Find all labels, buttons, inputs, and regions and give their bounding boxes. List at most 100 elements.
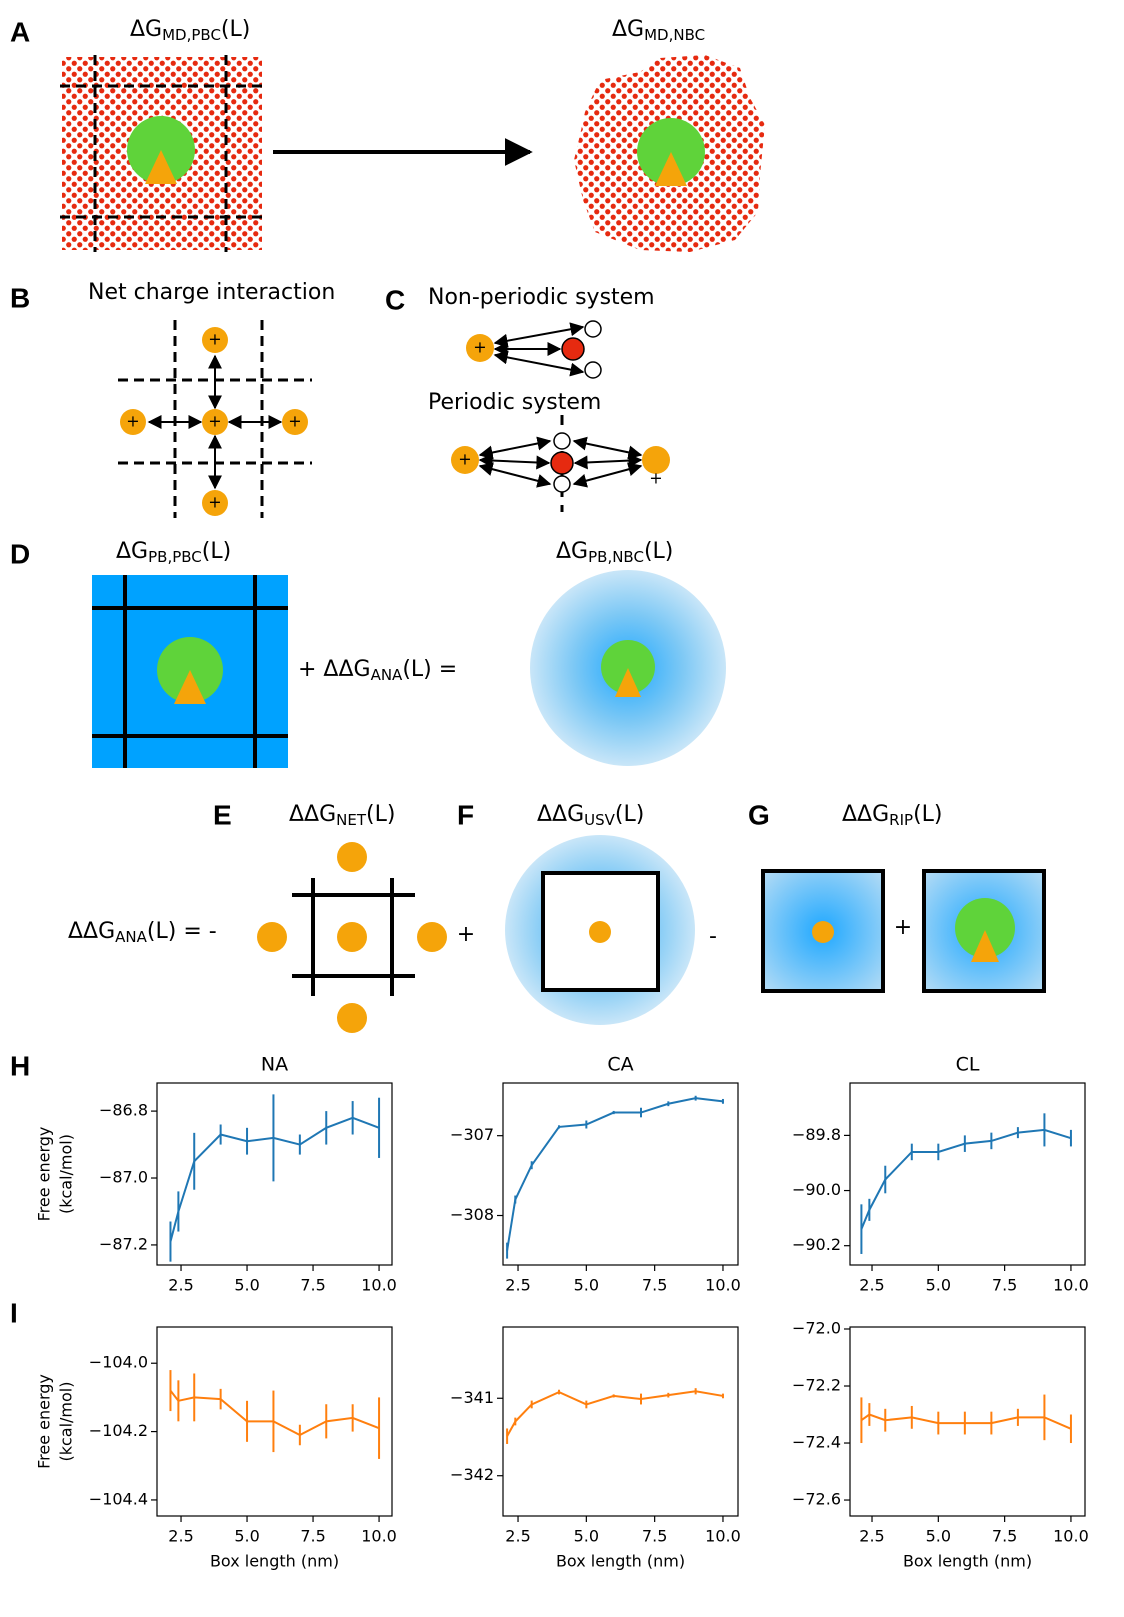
charge-sign: + bbox=[208, 493, 221, 512]
oxygen bbox=[551, 452, 573, 474]
x-tick-label: 7.5 bbox=[642, 1276, 667, 1295]
y-tick-label: −104.4 bbox=[89, 1489, 148, 1508]
operator: - bbox=[709, 924, 717, 949]
y-tick-label: −72.6 bbox=[792, 1490, 841, 1509]
eq-main: (L) = - bbox=[147, 919, 217, 944]
x-axis-label: Box length (nm) bbox=[210, 1552, 339, 1571]
plot-frame bbox=[503, 1083, 738, 1265]
panel-title: ΔGPB,NBC(L) bbox=[556, 539, 673, 566]
eq-sub: MD,PBC bbox=[162, 26, 221, 44]
data-line bbox=[170, 1118, 379, 1242]
panel-letter: A bbox=[10, 16, 30, 47]
panel-title: Net charge interaction bbox=[88, 280, 335, 305]
x-axis-label: Box length (nm) bbox=[556, 1552, 685, 1571]
figure: A ΔGMD,PBC(L) ΔGMD,NBC B Net charge inte… bbox=[0, 0, 1124, 1613]
eq-sub: PB,NBC bbox=[588, 548, 644, 566]
eq-main: ΔG bbox=[116, 539, 148, 564]
eq-sub: RIP bbox=[889, 811, 913, 829]
eq-sub: MD,NBC bbox=[644, 26, 705, 44]
x-tick-label: 5.0 bbox=[926, 1527, 951, 1546]
y-tick-label: −104.0 bbox=[89, 1353, 148, 1372]
y-tick-label: −86.8 bbox=[99, 1101, 148, 1120]
eq-main: (L) bbox=[615, 802, 644, 827]
data-line bbox=[507, 1391, 723, 1436]
eq-main: ΔΔG bbox=[842, 802, 889, 827]
panel-efg: E ΔΔGNET(L) F ΔΔGUSV(L) G ΔΔGRIP(L) ΔΔGA… bbox=[68, 799, 1044, 1033]
charge-sign: + bbox=[208, 330, 221, 349]
plot-frame bbox=[157, 1083, 392, 1265]
operator: + bbox=[894, 915, 912, 940]
x-tick-label: 10.0 bbox=[705, 1527, 741, 1546]
ion bbox=[589, 921, 611, 943]
data-line bbox=[507, 1098, 723, 1250]
eq-sub: PB,PBC bbox=[148, 548, 202, 566]
chart-title: NA bbox=[261, 1054, 288, 1076]
y-tick-label: −308 bbox=[450, 1205, 494, 1224]
charge-sign: + bbox=[288, 412, 301, 431]
data-line bbox=[170, 1391, 379, 1435]
eq-main: ΔΔG bbox=[289, 802, 336, 827]
x-tick-label: 5.0 bbox=[574, 1527, 599, 1546]
chart-title: CL bbox=[956, 1054, 980, 1076]
chart-title: CA bbox=[607, 1054, 633, 1076]
x-tick-label: 7.5 bbox=[992, 1527, 1017, 1546]
y-axis-label: (kcal/mol) bbox=[57, 1381, 76, 1461]
data-line bbox=[861, 1415, 1071, 1429]
x-tick-label: 2.5 bbox=[505, 1276, 530, 1295]
panel-title: ΔGMD,PBC(L) bbox=[130, 17, 250, 44]
eq-sub: ANA bbox=[371, 666, 403, 684]
panel-title: ΔΔGUSV(L) bbox=[537, 802, 644, 829]
y-axis-label: Free energy bbox=[35, 1374, 54, 1469]
x-axis-label: Box length (nm) bbox=[903, 1552, 1032, 1571]
charge-sign: + bbox=[458, 450, 471, 469]
data-line bbox=[861, 1130, 1071, 1229]
x-tick-label: 5.0 bbox=[926, 1276, 951, 1295]
plot-frame bbox=[503, 1327, 738, 1516]
x-tick-label: 5.0 bbox=[234, 1527, 259, 1546]
x-tick-label: 2.5 bbox=[168, 1276, 193, 1295]
eq-main: (L) = bbox=[402, 657, 457, 682]
eq-main: ΔΔG bbox=[68, 919, 115, 944]
x-tick-label: 10.0 bbox=[705, 1276, 741, 1295]
eq-main: ΔG bbox=[556, 539, 588, 564]
x-tick-label: 5.0 bbox=[574, 1276, 599, 1295]
panel-title: ΔGMD,NBC bbox=[612, 17, 705, 44]
eq-sub: ANA bbox=[115, 928, 147, 946]
y-tick-label: −72.4 bbox=[792, 1433, 841, 1452]
panel-c: C Non-periodic system Periodic system + … bbox=[385, 284, 670, 512]
panel-letter: H bbox=[10, 1050, 30, 1081]
eq-main: (L) bbox=[221, 17, 250, 42]
y-tick-label: −104.2 bbox=[89, 1421, 148, 1440]
y-tick-label: −342 bbox=[450, 1465, 494, 1484]
y-tick-label: −72.2 bbox=[792, 1376, 841, 1395]
equation: + ΔΔGANA(L) = bbox=[298, 657, 457, 684]
eq-sub: USV bbox=[584, 811, 616, 829]
eq-main: ΔG bbox=[612, 17, 644, 42]
x-tick-label: 10.0 bbox=[1053, 1527, 1089, 1546]
x-tick-label: 10.0 bbox=[361, 1527, 397, 1546]
y-tick-label: −89.8 bbox=[792, 1125, 841, 1144]
equation: ΔΔGANA(L) = - bbox=[68, 919, 217, 946]
eq-main: + ΔΔG bbox=[298, 657, 371, 682]
x-tick-label: 7.5 bbox=[300, 1276, 325, 1295]
oxygen bbox=[562, 338, 584, 360]
eq-sub: NET bbox=[336, 811, 367, 829]
x-tick-label: 2.5 bbox=[859, 1276, 884, 1295]
eq-main: (L) bbox=[202, 539, 231, 564]
panel-d: D ΔGPB,PBC(L) ΔGPB,NBC(L) + ΔΔGANA(L) = bbox=[10, 538, 726, 768]
y-tick-label: −72.0 bbox=[792, 1318, 841, 1337]
x-tick-label: 10.0 bbox=[1053, 1276, 1089, 1295]
charge-sign: + bbox=[473, 338, 486, 357]
ions bbox=[257, 842, 447, 1033]
charge-sign: + bbox=[126, 412, 139, 431]
x-tick-label: 2.5 bbox=[505, 1527, 530, 1546]
x-tick-label: 7.5 bbox=[992, 1276, 1017, 1295]
panel-letter: C bbox=[385, 284, 405, 315]
y-tick-label: −90.0 bbox=[792, 1180, 841, 1199]
panel-letter: F bbox=[457, 799, 474, 830]
panel-letter: I bbox=[10, 1297, 18, 1328]
x-tick-label: 2.5 bbox=[168, 1527, 193, 1546]
x-tick-label: 2.5 bbox=[859, 1527, 884, 1546]
panel-title: ΔΔGRIP(L) bbox=[842, 802, 943, 829]
